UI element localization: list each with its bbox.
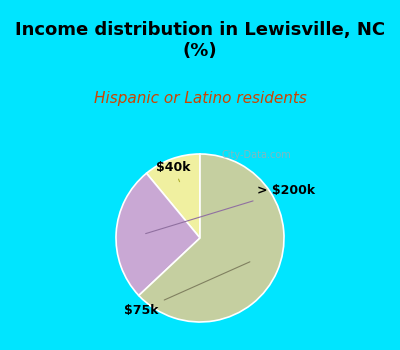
Text: Income distribution in Lewisville, NC
(%): Income distribution in Lewisville, NC (%…: [15, 21, 385, 60]
Wedge shape: [139, 154, 284, 322]
Text: $75k: $75k: [124, 262, 250, 317]
Text: City-Data.com: City-Data.com: [221, 150, 291, 160]
Text: > $200k: > $200k: [146, 184, 315, 233]
Wedge shape: [116, 173, 200, 295]
Text: Hispanic or Latino residents: Hispanic or Latino residents: [94, 91, 306, 106]
Wedge shape: [146, 154, 200, 238]
Text: $40k: $40k: [156, 161, 191, 182]
